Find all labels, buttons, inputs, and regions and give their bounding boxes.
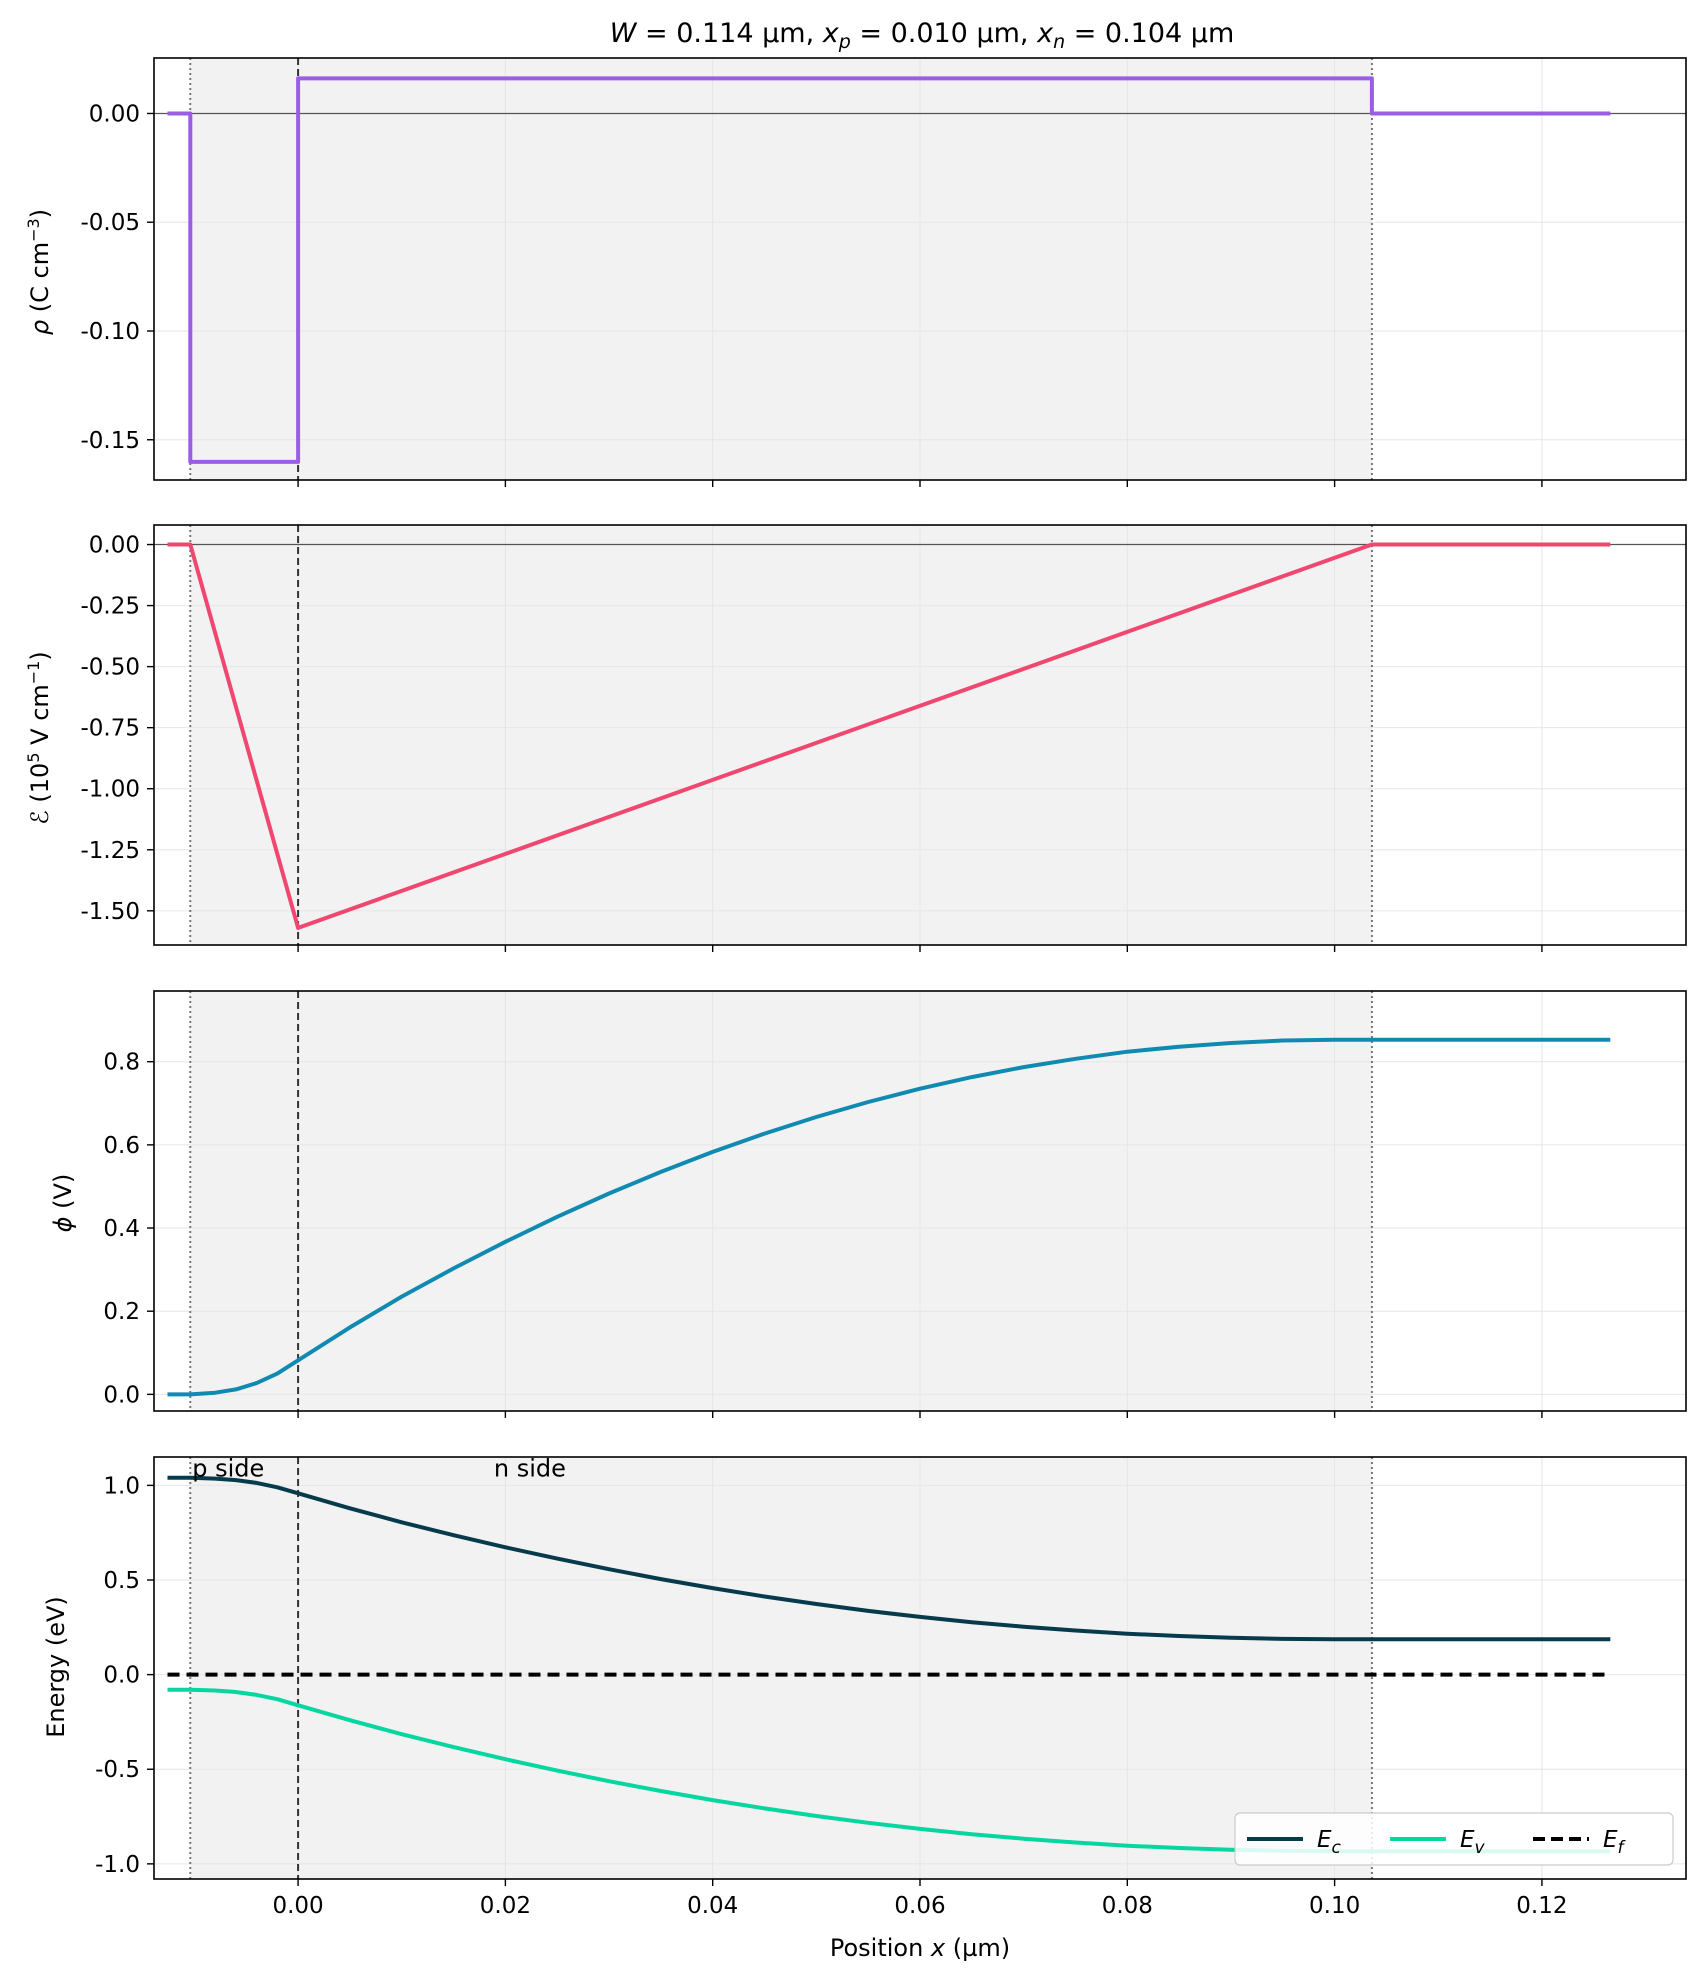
depletion-region [190,991,1372,1411]
xlabel: Position x (µm) [830,1934,1010,1962]
x-tick-label: 0.12 [1516,1893,1567,1919]
panel-band-diagram: p side n side 1.0 0.5 0.0 -0.5 -1.0 0.00 0.02 0.0… [95,1454,1687,1919]
ylabel-phi: ϕ (V) [49,1174,77,1233]
panel-charge-density: 0.00 -0.05 -0.10 -0.15 [80,57,1687,487]
x-tick-label: 0.04 [687,1893,738,1919]
legend-label: Ec [1317,1827,1342,1858]
y-tick-label: -0.10 [80,319,140,345]
legend: Ec Ev Ef [1234,1812,1674,1866]
y-tick-label: 0.00 [89,533,140,559]
series-line-efield [167,542,1611,930]
ylabel-rho: ρ (C cm−3) [24,209,54,335]
depletion-region [190,58,1372,480]
y-tick-label: -0.5 [95,1757,140,1783]
annotation: p side [192,1454,264,1482]
y-tick-label: 0.0 [103,1663,140,1689]
y-tick-label: 0.00 [89,101,140,127]
y-tick-label: 0.8 [103,1050,140,1076]
panel-electric-field: 0.00 -0.25 -0.50 -0.75 -1.00 -1.25 -1.50 [80,524,1687,952]
series-line-phi [167,1037,1611,1397]
y-tick-label: 0.4 [103,1216,140,1242]
x-tick-label: 0.02 [480,1893,531,1919]
y-tick-label: -0.75 [80,716,140,742]
y-tick-label: -1.0 [95,1852,140,1878]
legend-label: Ef [1603,1827,1627,1858]
x-tick-label: 0.00 [272,1893,323,1919]
y-tick-label: -1.00 [80,777,140,803]
panel-potential: 0.0 0.2 0.4 0.6 0.8 [103,990,1687,1418]
ylabel-energy: Energy (eV) [42,1596,70,1738]
y-tick-label: 0.6 [103,1133,140,1159]
legend-label: Ev [1460,1827,1486,1858]
y-tick-label: -0.50 [80,655,140,681]
y-tick-label: 0.2 [103,1299,140,1325]
y-tick-label: -1.50 [80,899,140,925]
annotation: n side [494,1454,566,1482]
depletion-region [190,1457,1372,1879]
legend-box [1234,1812,1674,1866]
y-tick-label: 1.0 [103,1473,140,1499]
series-line-rho [167,76,1611,464]
ylabel-efield: ℰ (105 V cm−1) [24,651,54,824]
y-tick-label: -0.15 [80,428,140,454]
x-tick-label: 0.08 [1102,1893,1153,1919]
y-tick-label: -0.05 [80,210,140,236]
y-tick-label: 0.5 [103,1568,140,1594]
y-tick-label: 0.0 [103,1382,140,1408]
y-tick-label: -0.25 [80,594,140,620]
series-line-e-v [167,1687,1611,1854]
series-line-e-c [167,1475,1611,1642]
x-tick-label: 0.06 [894,1893,945,1919]
chart-title: W = 0.114 µm, xp = 0.010 µm, xn = 0.104 … [610,18,1235,53]
depletion-region [190,525,1372,945]
y-tick-label: -1.25 [80,838,140,864]
x-tick-label: 0.10 [1309,1893,1360,1919]
